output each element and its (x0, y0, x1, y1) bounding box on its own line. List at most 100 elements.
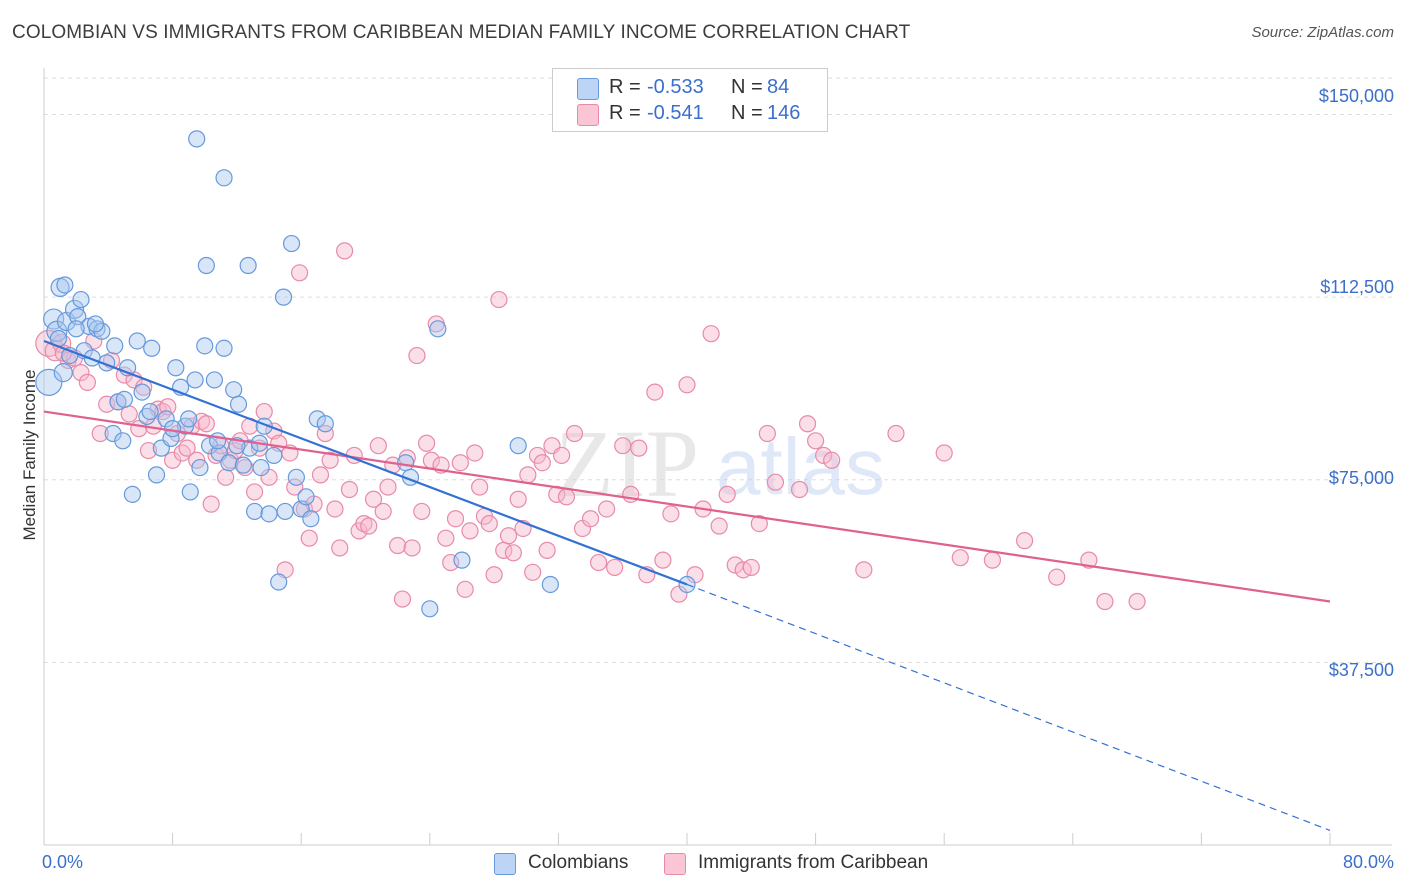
series-caribbean-points (35, 242, 1146, 611)
colombians-point (188, 130, 206, 148)
caribbean-point (480, 514, 498, 533)
caribbean-point (710, 517, 728, 535)
colombians-point (316, 415, 334, 433)
grid-lines (44, 77, 1392, 663)
n-value: 146 (767, 102, 801, 124)
caribbean-point (823, 451, 841, 469)
chart-title: COLOMBIAN VS IMMIGRANTS FROM CARIBBEAN M… (12, 22, 911, 43)
caribbean-point (630, 439, 648, 457)
caribbean-point (1080, 551, 1098, 569)
watermark: ZIP atlas (555, 410, 885, 517)
axes (43, 68, 1392, 846)
caribbean-point (393, 590, 412, 608)
caribbean-point (91, 424, 109, 443)
caribbean-point (1096, 592, 1114, 611)
colombians-swatch (494, 853, 516, 875)
caribbean-point (702, 325, 720, 343)
colombians-point (196, 337, 214, 355)
r-value: -0.533 (647, 76, 704, 98)
n-label: N = (731, 102, 763, 124)
colombians-point (147, 466, 166, 484)
colombians-point (180, 410, 198, 428)
colombians-point (114, 432, 132, 450)
colombians-point (133, 383, 151, 401)
colombians-point (143, 339, 161, 357)
caribbean-point (389, 536, 407, 555)
caribbean-point (300, 529, 318, 547)
colombians-point (453, 551, 471, 569)
colombians-point (509, 437, 527, 455)
colombians-swatch (577, 78, 599, 100)
x-tick-label-min: 0.0% (42, 852, 84, 872)
colombians-point (205, 371, 223, 389)
caribbean-point (678, 376, 696, 394)
colombians-point (252, 458, 270, 477)
r-label: R = (609, 76, 641, 98)
caribbean-swatch (664, 853, 686, 875)
caribbean-point (369, 437, 387, 455)
colombians-point (215, 169, 233, 187)
caribbean-point (654, 551, 672, 569)
caribbean-point (120, 405, 138, 423)
n-label: N = (731, 76, 763, 98)
caribbean-point (485, 566, 503, 584)
caribbean-point (614, 437, 632, 455)
caribbean-point (360, 517, 378, 535)
colombians-point (282, 234, 301, 253)
colombians-point (209, 432, 227, 450)
caribbean-point (311, 466, 330, 484)
caribbean-point (565, 424, 584, 443)
caribbean-point (1048, 568, 1066, 586)
caribbean-point (403, 539, 421, 557)
colombians-point (429, 320, 447, 338)
colombians-point (43, 308, 65, 330)
y-axis-label: Median Family Income (20, 369, 39, 541)
caribbean-point (197, 415, 215, 433)
colombians-point (397, 454, 415, 472)
colombians-point (86, 315, 105, 333)
caribbean-point (887, 424, 905, 443)
caribbean-point (662, 505, 680, 523)
caribbean-point (321, 451, 339, 469)
colombians-trend-extension (686, 583, 1331, 831)
colombians-point (276, 502, 294, 521)
caribbean-point (466, 444, 484, 462)
colombians-trend-line (43, 339, 688, 586)
colombians-point (302, 510, 320, 528)
colombians-point (541, 575, 559, 594)
colombians-point (164, 420, 182, 438)
caribbean-trend-line (43, 410, 1331, 603)
legend-label-caribbean: Immigrants from Caribbean (698, 852, 929, 873)
y-tick-label: $112,500 (1320, 277, 1394, 297)
caribbean-point (798, 415, 817, 433)
colombians-point (128, 332, 146, 350)
caribbean-point (589, 553, 608, 572)
caribbean-swatch (577, 104, 599, 126)
caribbean-point (456, 580, 474, 598)
watermark-atlas: atlas (716, 422, 885, 511)
y-tick-label: $150,000 (1318, 86, 1394, 106)
caribbean-point (815, 446, 833, 465)
caribbean-point (290, 264, 309, 282)
correlation-legend: R = -0.533 N = 84 R = -0.541 N = 146 (552, 68, 828, 132)
watermark-zip: ZIP (555, 410, 699, 517)
caribbean-point (524, 563, 542, 581)
caribbean-point (646, 383, 664, 401)
caribbean-point (202, 495, 220, 513)
caribbean-point (451, 454, 469, 472)
caribbean-point (331, 539, 349, 557)
caribbean-point (379, 478, 397, 496)
caribbean-point (983, 551, 1002, 569)
caribbean-point (855, 561, 873, 579)
colombians-point (239, 256, 257, 275)
caribbean-point (72, 364, 90, 382)
colombians-point (421, 600, 439, 618)
caribbean-point (355, 514, 373, 533)
colombians-point (241, 439, 259, 457)
caribbean-point (408, 346, 426, 365)
caribbean-point (533, 454, 551, 472)
caribbean-point (173, 444, 191, 462)
colombians-point (138, 407, 156, 426)
caribbean-point (553, 446, 571, 465)
colombians-point (67, 320, 85, 338)
